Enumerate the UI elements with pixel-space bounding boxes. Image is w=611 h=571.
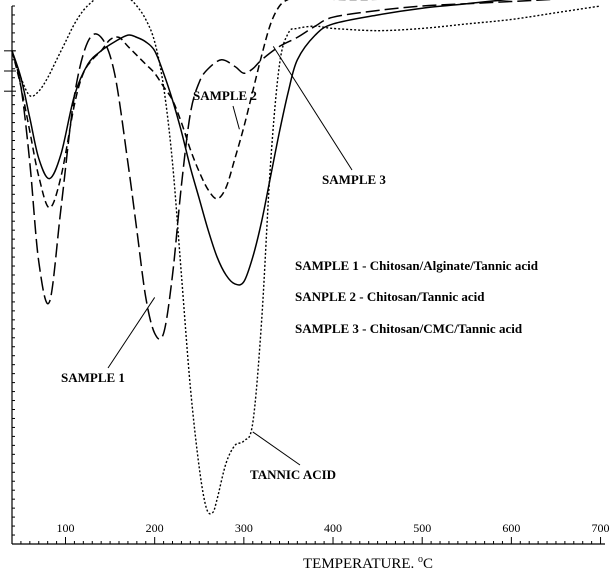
curves (11, 0, 601, 515)
annotation-sample-2: SAMPLE 2 (193, 88, 257, 103)
series-line-sample-3 (11, 0, 512, 286)
axes: 100 200 300 400 500 600 700 (4, 5, 610, 545)
series-line-tannic-acid (11, 0, 601, 515)
x-axis-unit-sup: o (418, 554, 423, 565)
legend-entry: SANPLE 2 - Chitosan/Tannic acid (295, 289, 485, 304)
annotation-tannic-acid: TANNIC ACID (250, 467, 336, 482)
x-tick-label: 300 (235, 521, 253, 535)
annotation-sample-1: SAMPLE 1 (61, 370, 125, 385)
x-axis-title: TEMPERATURE. oC (303, 554, 433, 571)
series-line-sample-1 (11, 0, 557, 340)
x-tick-label: 600 (502, 521, 520, 535)
x-tick-label: 200 (146, 521, 164, 535)
leader-line-sample-3 (272, 46, 353, 171)
x-tick-label: 400 (324, 521, 342, 535)
x-tick-label: 100 (57, 521, 75, 535)
annotations: SAMPLE 2 SAMPLE 3 SAMPLE 1 TANNIC ACID (61, 46, 386, 482)
legend: SAMPLE 1 - Chitosan/Alginate/Tannic acid… (295, 258, 539, 336)
x-tick-label: 700 (592, 521, 610, 535)
series-line-sample-2 (11, 0, 379, 209)
leader-line-sample-1 (107, 297, 156, 369)
annotation-sample-3: SAMPLE 3 (322, 172, 386, 187)
leader-line-tannic-acid (252, 431, 301, 466)
legend-entry: SAMPLE 1 - Chitosan/Alginate/Tannic acid (295, 258, 539, 273)
x-tick-label: 500 (413, 521, 431, 535)
legend-entry: SAMPLE 3 - Chitosan/CMC/Tannic acid (295, 321, 523, 336)
leader-line-sample-2 (232, 105, 240, 130)
x-axis-unit: C (423, 556, 433, 571)
x-axis-title-text: TEMPERATURE. (303, 556, 414, 571)
